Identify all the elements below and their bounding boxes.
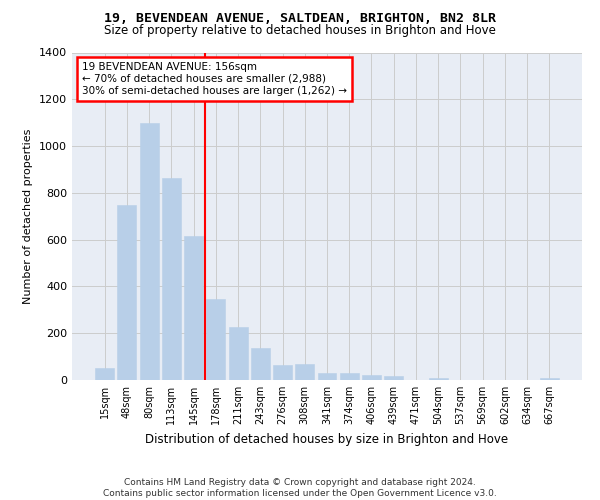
X-axis label: Distribution of detached houses by size in Brighton and Hove: Distribution of detached houses by size … bbox=[145, 432, 509, 446]
Bar bbox=[229, 328, 248, 380]
Bar bbox=[340, 373, 359, 380]
Bar bbox=[317, 373, 337, 380]
Bar bbox=[118, 204, 136, 380]
Bar bbox=[206, 300, 225, 380]
Bar bbox=[273, 365, 292, 380]
Bar bbox=[95, 368, 114, 380]
Bar bbox=[251, 348, 270, 380]
Bar bbox=[362, 376, 381, 380]
Bar bbox=[384, 376, 403, 380]
Y-axis label: Number of detached properties: Number of detached properties bbox=[23, 128, 34, 304]
Bar bbox=[429, 378, 448, 380]
Text: 19 BEVENDEAN AVENUE: 156sqm
← 70% of detached houses are smaller (2,988)
30% of : 19 BEVENDEAN AVENUE: 156sqm ← 70% of det… bbox=[82, 62, 347, 96]
Bar bbox=[540, 378, 559, 380]
Bar bbox=[140, 122, 158, 380]
Text: Contains HM Land Registry data © Crown copyright and database right 2024.
Contai: Contains HM Land Registry data © Crown c… bbox=[103, 478, 497, 498]
Text: 19, BEVENDEAN AVENUE, SALTDEAN, BRIGHTON, BN2 8LR: 19, BEVENDEAN AVENUE, SALTDEAN, BRIGHTON… bbox=[104, 12, 496, 26]
Bar bbox=[184, 236, 203, 380]
Bar bbox=[162, 178, 181, 380]
Bar bbox=[295, 364, 314, 380]
Text: Size of property relative to detached houses in Brighton and Hove: Size of property relative to detached ho… bbox=[104, 24, 496, 37]
